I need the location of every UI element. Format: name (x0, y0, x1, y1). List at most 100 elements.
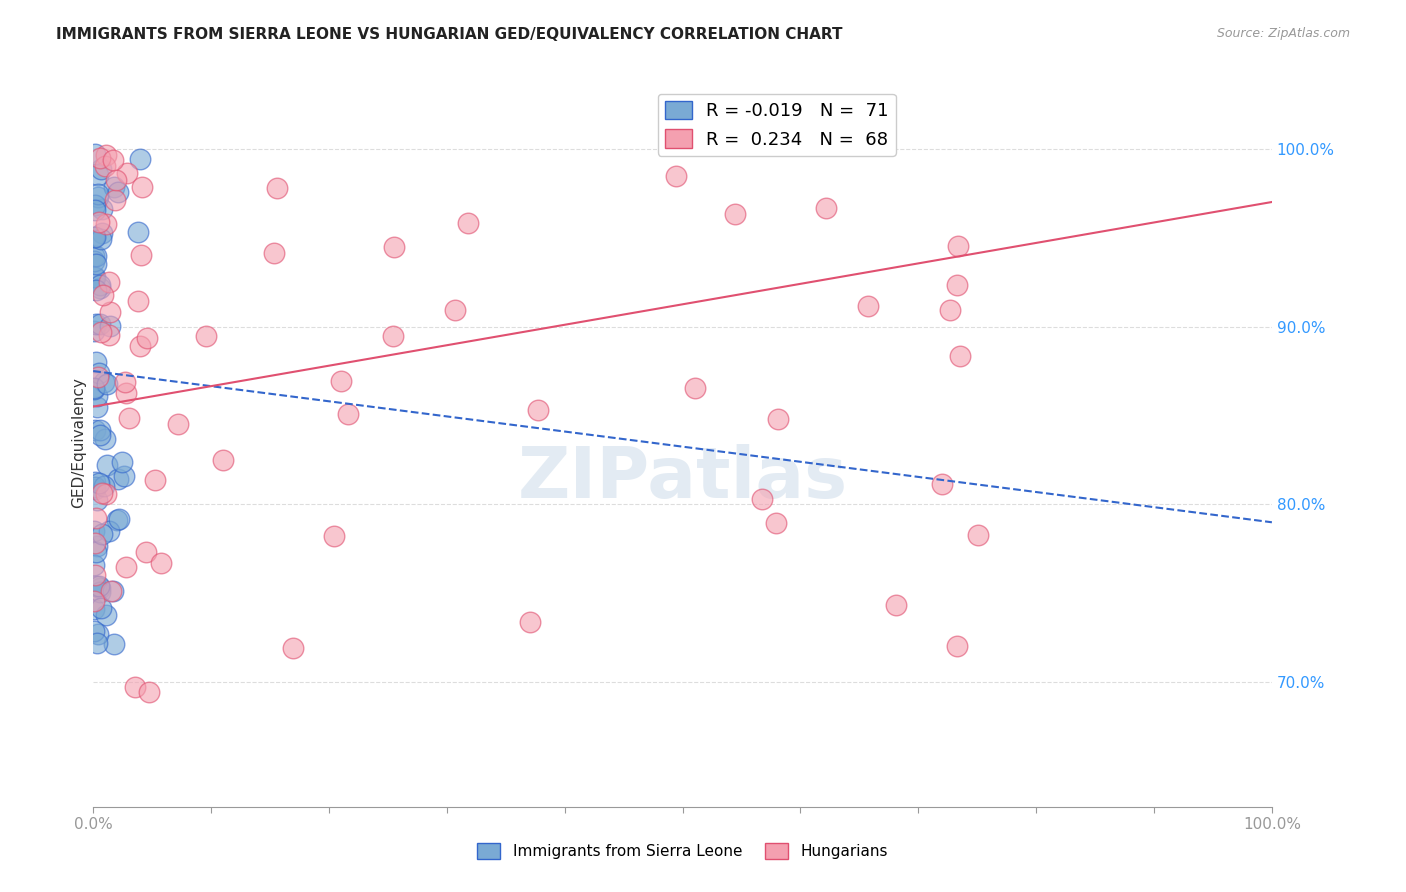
Point (89, 152, 111, 166)
Point (83, 249, 105, 263)
Point (382, 239, 405, 253)
Point (84, 536, 107, 550)
Point (330, 374, 353, 388)
Point (107, 472, 129, 486)
Point (83, 475, 105, 489)
Point (382, 329, 405, 343)
Point (105, 513, 128, 527)
Point (131, 180, 153, 194)
Point (87, 367, 110, 381)
Point (93, 375, 115, 389)
Point (98, 318, 121, 333)
Point (457, 216, 479, 230)
Point (765, 516, 787, 530)
Point (87, 579, 110, 593)
Point (90, 161, 112, 176)
Point (946, 639, 969, 653)
Point (129, 339, 152, 353)
Point (685, 381, 707, 395)
Point (90, 527, 112, 541)
Point (97, 275, 120, 289)
Point (83, 381, 105, 395)
Y-axis label: GED/Equivalency: GED/Equivalency (72, 376, 86, 508)
Point (263, 245, 285, 260)
Point (143, 473, 166, 487)
Point (114, 385, 136, 400)
Point (90, 232, 112, 246)
Point (967, 528, 990, 542)
Point (83, 482, 105, 496)
Point (86, 369, 108, 384)
Point (90, 600, 112, 615)
Point (84, 257, 107, 271)
Point (84, 355, 107, 369)
Point (83, 382, 105, 396)
Point (129, 152, 152, 166)
Point (104, 193, 127, 207)
Point (87, 187, 110, 202)
Point (84, 198, 107, 212)
Point (167, 417, 190, 432)
Point (87, 627, 110, 641)
Point (856, 300, 879, 314)
Point (93, 478, 115, 492)
Point (83, 602, 105, 616)
Point (83, 480, 105, 494)
Point (87, 169, 110, 183)
Point (83, 269, 105, 284)
Point (87, 190, 110, 204)
Point (91, 288, 114, 302)
Point (101, 153, 124, 167)
Point (884, 598, 907, 612)
Point (108, 512, 131, 526)
Point (100, 583, 122, 598)
Point (94, 432, 117, 446)
Point (105, 173, 128, 187)
Point (86, 492, 108, 507)
Point (87, 215, 110, 229)
Point (115, 560, 138, 574)
Point (103, 637, 125, 651)
Point (89, 278, 111, 293)
Point (89, 581, 111, 595)
Point (815, 202, 838, 216)
Point (94, 148, 117, 162)
Point (83, 230, 105, 244)
Point (266, 181, 288, 195)
Point (519, 615, 541, 629)
Point (118, 411, 141, 425)
Text: Source: ZipAtlas.com: Source: ZipAtlas.com (1216, 27, 1350, 40)
Point (94, 607, 117, 622)
Point (96, 458, 118, 472)
Point (115, 166, 138, 180)
Point (83, 147, 105, 161)
Legend: R = -0.019   N =  71, R =  0.234   N =  68: R = -0.019 N = 71, R = 0.234 N = 68 (658, 94, 896, 156)
Point (83, 270, 105, 285)
Point (946, 278, 969, 293)
Point (83, 524, 105, 538)
Point (94, 159, 117, 173)
Point (949, 349, 972, 363)
Point (84, 545, 107, 559)
Point (86, 389, 108, 403)
Point (127, 293, 149, 308)
Point (129, 248, 152, 262)
Point (744, 138, 766, 153)
Point (89, 281, 111, 295)
Text: IMMIGRANTS FROM SIERRA LEONE VS HUNGARIAN GED/EQUIVALENCY CORRELATION CHART: IMMIGRANTS FROM SIERRA LEONE VS HUNGARIA… (56, 27, 842, 42)
Point (723, 207, 745, 221)
Point (751, 491, 773, 506)
Point (127, 225, 149, 239)
Point (83, 203, 105, 218)
Point (135, 331, 157, 345)
Point (98, 305, 121, 319)
Point (83, 594, 105, 608)
Point (83, 558, 105, 572)
Point (336, 407, 359, 421)
Point (526, 402, 548, 417)
Point (111, 455, 134, 469)
Point (83, 423, 105, 437)
Point (91, 485, 114, 500)
Point (90, 202, 112, 216)
Point (212, 453, 235, 467)
